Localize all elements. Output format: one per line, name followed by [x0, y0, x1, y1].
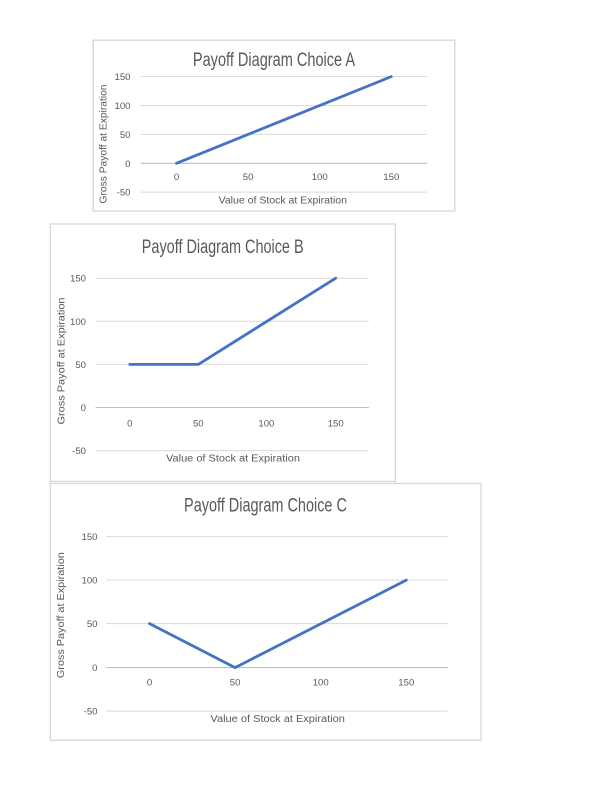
svg-text:-50: -50: [72, 446, 86, 457]
svg-text:150: 150: [383, 172, 399, 183]
svg-text:150: 150: [328, 419, 344, 430]
svg-text:50: 50: [75, 360, 86, 371]
svg-text:Payoff Diagram Choice C: Payoff Diagram Choice C: [184, 496, 347, 517]
svg-text:100: 100: [81, 576, 97, 587]
svg-text:50: 50: [120, 130, 131, 141]
svg-text:150: 150: [398, 677, 414, 688]
svg-text:0: 0: [174, 172, 179, 183]
svg-text:100: 100: [313, 677, 329, 688]
svg-text:Value of Stock at Expiration: Value of Stock at Expiration: [210, 714, 345, 725]
svg-text:Gross Payoff at Expiration: Gross Payoff at Expiration: [57, 298, 68, 425]
svg-text:0: 0: [147, 677, 152, 688]
svg-text:150: 150: [70, 274, 86, 285]
svg-text:Gross Payoff at Expiration: Gross Payoff at Expiration: [99, 85, 110, 204]
svg-text:150: 150: [114, 72, 130, 83]
svg-text:Payoff Diagram Choice B: Payoff Diagram Choice B: [142, 237, 304, 258]
svg-text:0: 0: [92, 663, 97, 674]
svg-text:Value of Stock at Expiration: Value of Stock at Expiration: [166, 454, 300, 465]
svg-text:-50: -50: [117, 188, 131, 199]
svg-text:Gross Payoff at Expiration: Gross Payoff at Expiration: [56, 552, 67, 678]
svg-text:100: 100: [70, 317, 86, 328]
svg-text:0: 0: [125, 159, 130, 170]
svg-text:Value of Stock at Expiration: Value of Stock at Expiration: [219, 196, 347, 207]
svg-text:0: 0: [81, 403, 86, 414]
svg-text:100: 100: [312, 172, 328, 183]
svg-text:50: 50: [230, 677, 241, 688]
svg-text:Payoff Diagram Choice A: Payoff Diagram Choice A: [193, 50, 355, 71]
svg-text:50: 50: [243, 172, 254, 183]
svg-text:100: 100: [258, 419, 274, 430]
svg-text:150: 150: [81, 532, 97, 543]
svg-text:100: 100: [114, 101, 130, 112]
svg-text:50: 50: [87, 619, 98, 630]
svg-text:50: 50: [193, 419, 204, 430]
svg-text:-50: -50: [84, 707, 98, 718]
svg-text:0: 0: [127, 419, 132, 430]
